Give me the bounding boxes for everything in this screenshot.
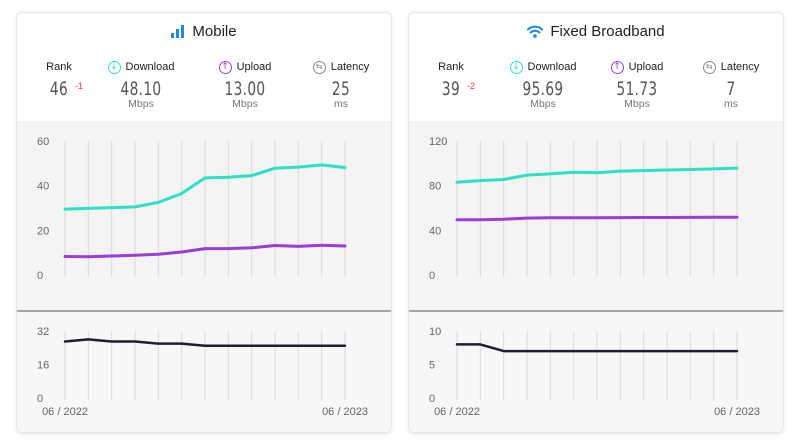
latency-series-line (63, 338, 347, 347)
rank-value: 39 (441, 78, 461, 100)
panel-title: Mobile (17, 23, 391, 40)
download-unit: Mbps (530, 98, 556, 110)
y-tick-label: 60 (37, 136, 49, 148)
rank-label: Rank (46, 61, 72, 73)
upload-label: Upload (628, 61, 664, 73)
y-tick-label: 40 (429, 225, 441, 237)
x-tick-label: 06 / 2022 (434, 406, 480, 418)
latency-chart: 0 16 32 (37, 326, 347, 405)
latency-label: Latency (330, 61, 370, 73)
latency-unit: ms (724, 98, 738, 110)
latency-label: Latency (720, 61, 760, 73)
latency-value: 25 (331, 78, 351, 100)
x-tick-label: 06 / 2023 (322, 406, 368, 418)
rank-stat: Rank 46 (33, 59, 85, 100)
speed-chart: 0 40 80 120 (429, 136, 739, 282)
latency-arrows-icon: ⇆ (702, 60, 716, 74)
latency-chart-background (17, 311, 391, 432)
speed-chart: 0 20 40 60 (37, 136, 347, 282)
latency-series-line (455, 343, 739, 353)
latency-value: 7 (726, 78, 736, 100)
rank-value: 46 (49, 78, 69, 100)
rank-change: -1 (75, 81, 84, 91)
panel-header: Fixed Broadband Rank 39 -2 ↓ Download 95… (409, 13, 783, 121)
y-tick-label: 20 (37, 225, 49, 237)
stats-row: Rank 46 -1 ↓ Download 48.10 Mbps ↑ Uploa… (17, 59, 391, 119)
y-tick-label: 0 (37, 393, 43, 405)
download-stat: ↓ Download 95.69 Mbps (505, 59, 581, 110)
download-value: 95.69 (522, 78, 564, 100)
download-unit: Mbps (128, 98, 154, 110)
download-label: Download (527, 61, 577, 73)
upload-value: 13.00 (224, 78, 266, 100)
download-stat: ↓ Download 48.10 Mbps (103, 59, 179, 110)
stats-row: Rank 39 -2 ↓ Download 95.69 Mbps ↑ Uploa… (409, 59, 783, 119)
download-arrow-icon: ↓ (509, 60, 523, 74)
chart-area: 0 40 80 120 0 5 10 06 / 2022 06 / 2023 (409, 121, 783, 432)
y-tick-label: 40 (37, 181, 49, 193)
download-series-line (455, 166, 739, 184)
y-tick-label: 0 (37, 270, 43, 282)
rank-label: Rank (438, 61, 464, 73)
panel-title-text: Mobile (192, 23, 237, 40)
y-tick-label: 80 (429, 181, 441, 193)
x-tick-label: 06 / 2023 (714, 406, 760, 418)
y-tick-label: 0 (429, 270, 435, 282)
y-tick-label: 32 (37, 326, 49, 338)
upload-arrow-icon: ↑ (610, 60, 624, 74)
rank-change: -2 (467, 81, 476, 91)
rank-stat: Rank 39 (425, 59, 477, 100)
panel-header: Mobile Rank 46 -1 ↓ Download 48.10 Mbps … (17, 13, 391, 121)
upload-value: 51.73 (616, 78, 658, 100)
panel-title: Fixed Broadband (409, 23, 783, 40)
mobile-panel: Mobile Rank 46 -1 ↓ Download 48.10 Mbps … (16, 12, 392, 433)
latency-chart: 0 5 10 (429, 326, 739, 405)
wifi-icon (527, 25, 544, 38)
upload-series-line (455, 215, 739, 222)
upload-series-line (63, 243, 347, 259)
fixed-broadband-panel: Fixed Broadband Rank 39 -2 ↓ Download 95… (408, 12, 784, 433)
y-tick-label: 120 (429, 136, 447, 148)
y-tick-label: 0 (429, 393, 435, 405)
signal-bars-icon (171, 25, 185, 38)
upload-arrow-icon: ↑ (218, 60, 232, 74)
upload-unit: Mbps (232, 98, 258, 110)
latency-unit: ms (334, 98, 348, 110)
y-tick-label: 10 (429, 326, 441, 338)
latency-stat: ⇆ Latency 25 ms (305, 59, 377, 110)
latency-arrows-icon: ⇆ (312, 60, 326, 74)
y-tick-label: 16 (37, 360, 49, 372)
x-tick-label: 06 / 2022 (42, 406, 88, 418)
upload-stat: ↑ Upload 13.00 Mbps (209, 59, 281, 110)
mobile-charts: 0 20 40 60 0 16 32 06 / 2022 06 / 2023 (17, 136, 391, 432)
download-value: 48.10 (120, 78, 162, 100)
latency-chart-background (409, 311, 783, 432)
upload-stat: ↑ Upload 51.73 Mbps (601, 59, 673, 110)
panel-title-text: Fixed Broadband (550, 23, 665, 40)
fixed-broadband-charts: 0 40 80 120 0 5 10 06 / 2022 06 / 2023 (409, 136, 783, 432)
download-series-line (63, 163, 347, 211)
upload-label: Upload (236, 61, 272, 73)
chart-area: 0 20 40 60 0 16 32 06 / 2022 06 / 2023 (17, 121, 391, 432)
latency-stat: ⇆ Latency 7 ms (695, 59, 767, 110)
download-arrow-icon: ↓ (107, 60, 121, 74)
upload-unit: Mbps (624, 98, 650, 110)
download-label: Download (125, 61, 175, 73)
y-tick-label: 5 (429, 360, 435, 372)
